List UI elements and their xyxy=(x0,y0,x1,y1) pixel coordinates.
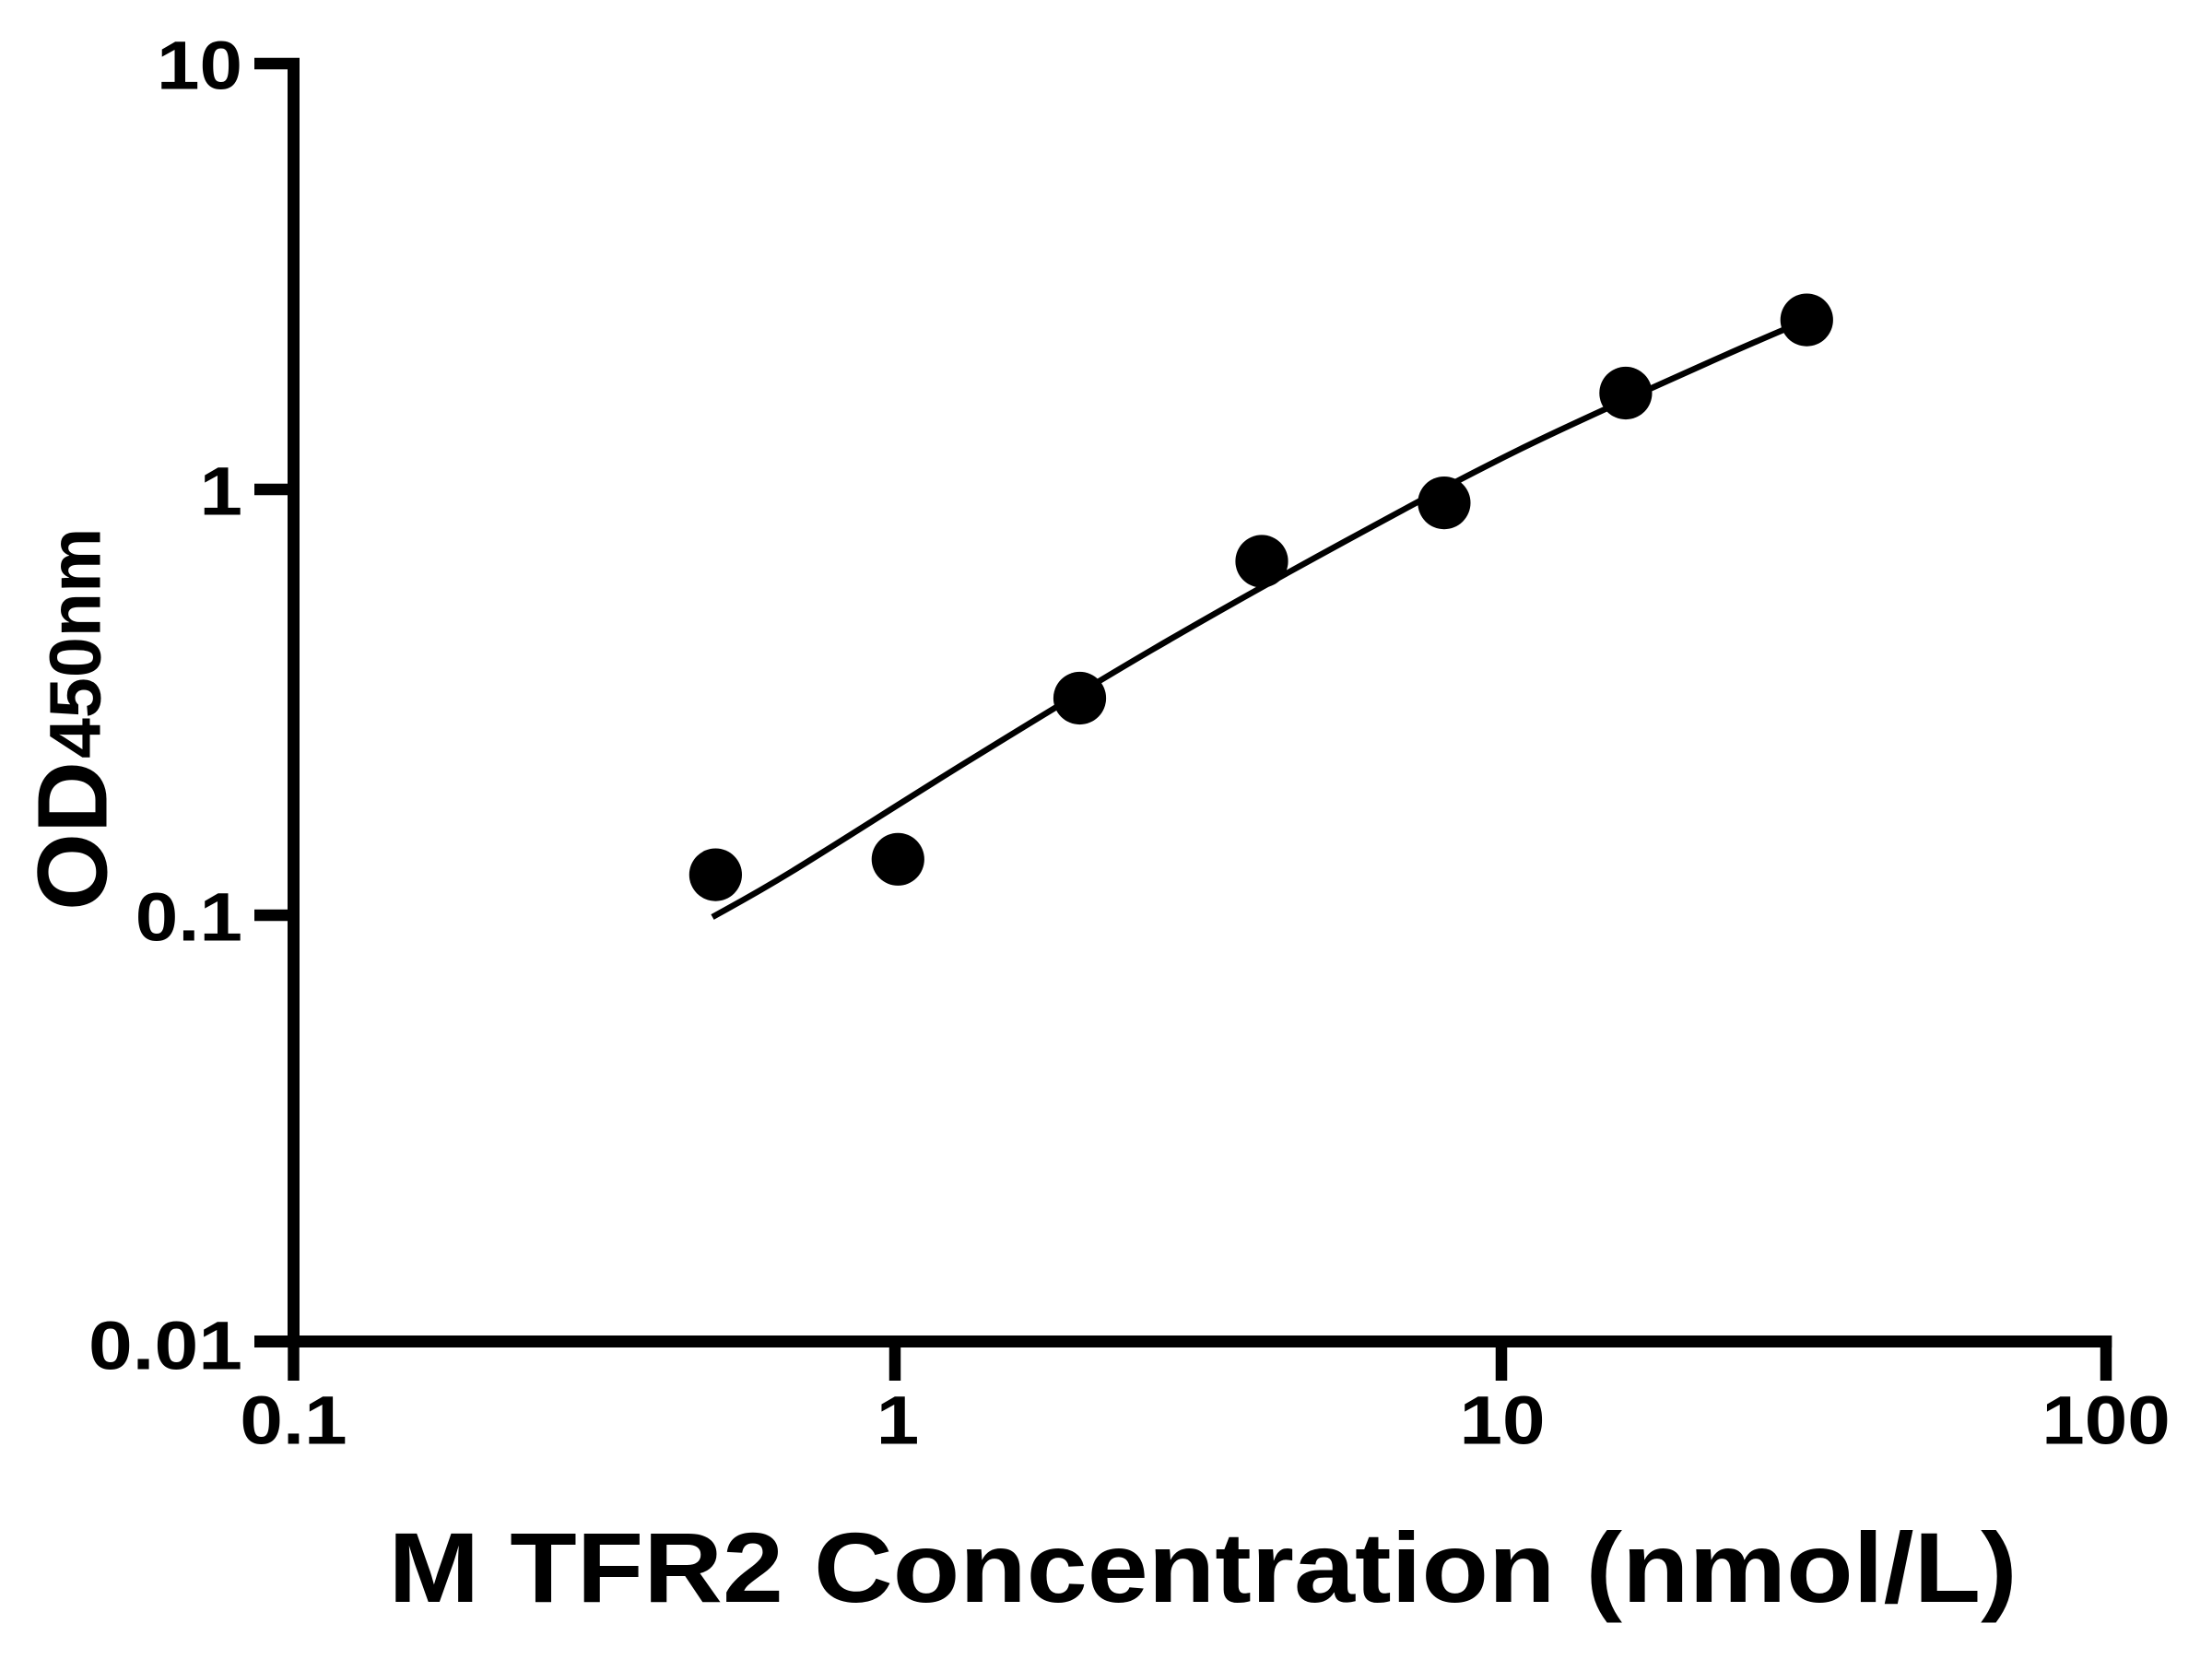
svg-text:10: 10 xyxy=(157,28,242,103)
svg-text:1: 1 xyxy=(877,1382,919,1458)
svg-text:100: 100 xyxy=(2041,1382,2170,1458)
svg-text:10: 10 xyxy=(1460,1382,1546,1458)
svg-text:0.1: 0.1 xyxy=(135,879,242,955)
svg-text:0.01: 0.01 xyxy=(88,1307,242,1383)
svg-text:M TFR2 Concentration (nmol/L): M TFR2 Concentration (nmol/L) xyxy=(388,1512,2017,1624)
svg-text:0.1: 0.1 xyxy=(240,1382,347,1458)
svg-text:450nm: 450nm xyxy=(34,528,116,759)
svg-text:OD: OD xyxy=(17,761,128,911)
svg-text:1: 1 xyxy=(200,453,242,529)
